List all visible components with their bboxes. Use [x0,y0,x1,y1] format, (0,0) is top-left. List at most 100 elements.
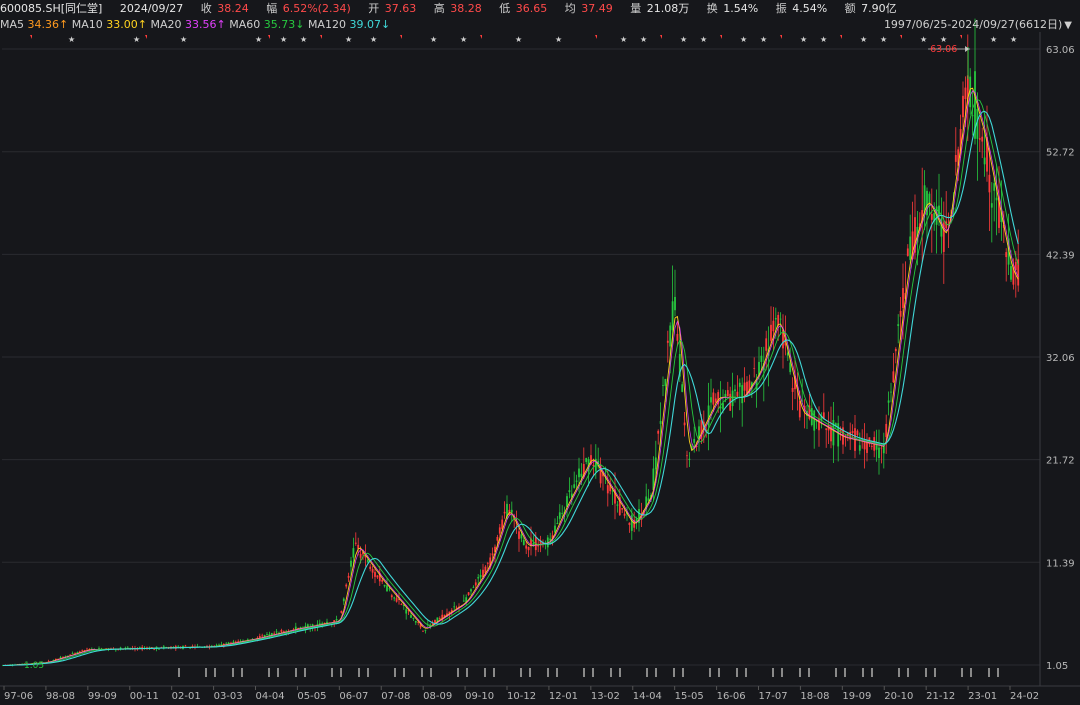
candle-body [71,653,74,654]
candle-body [813,410,816,431]
event-star: ★ [920,35,927,44]
ex-rights-marker [268,668,270,677]
ex-rights-marker [736,668,738,677]
candle-body [974,71,976,139]
candle-body [170,646,172,648]
x-tick-label: 19-09 [842,691,871,702]
candle-body [486,562,489,564]
event-star: ★ [460,35,467,44]
ex-rights-marker [871,668,873,677]
candle-body [602,472,604,477]
candle-body [395,598,398,602]
candle-body [731,390,734,407]
event-tick [595,35,597,39]
candle-body [359,554,362,558]
ma-legend[interactable]: MA5 34.36↑ MA10 33.00↑ MA20 33.56↑ MA60 … [0,17,900,32]
candle-body [278,632,280,634]
candle-body [947,223,950,225]
candle-body [669,325,672,347]
candle-body [894,348,897,352]
candle-body [976,108,979,139]
event-tick [145,35,147,39]
candle-body [738,382,741,387]
stock-code[interactable]: 600085.SH[同仁堂] [0,2,103,15]
candle-body [971,115,974,117]
candle-body [400,604,403,606]
turn-value: 1.54% [723,2,759,15]
ex-rights-marker [583,668,585,677]
candle-body [753,368,756,369]
candle-body [498,527,501,534]
event-star: ★ [515,35,522,44]
candle-body [477,577,480,579]
candle-body [407,610,410,612]
candle-body [909,236,912,260]
candle-body [628,522,631,525]
candle-body [419,624,422,628]
event-star: ★ [133,35,140,44]
candle-body [719,406,722,409]
ma120-line [2,110,1019,667]
event-tick [660,35,662,39]
quote-date: 2024/09/27 [119,2,184,15]
candle-body [225,643,228,645]
candle-body [782,329,784,349]
candle-body [592,464,595,467]
candle-body [666,340,669,343]
candle-body [998,198,1000,228]
candle-body [162,646,165,648]
ex-rights-marker [907,668,909,677]
candle-body [64,656,67,658]
candle-body [582,463,585,478]
ex-rights-marker [799,668,801,677]
x-tick-label: 18-08 [800,691,829,702]
candle-body [578,468,580,478]
candle-body [892,371,895,383]
candle-body [518,531,520,539]
candle-body [383,584,386,587]
ex-rights-marker [178,668,180,677]
candle-body [1000,211,1003,223]
candle-body [846,433,849,436]
candle-body [184,645,187,647]
candle-body [266,634,268,635]
x-tick-label: 09-10 [465,691,494,702]
candle-body [724,393,727,398]
high-label: 高 [433,2,445,15]
x-tick-label: 21-12 [926,691,955,702]
candle-body [899,310,902,317]
candle-body [362,551,364,555]
candle-body [282,631,285,633]
ma120-label: MA120 [307,18,346,31]
vol-label: 量 [630,2,642,15]
low-label: 低 [499,2,511,15]
candle-body [880,447,883,449]
close-label: 收 [200,2,212,15]
candle-body [743,382,746,391]
candle-body [808,405,811,419]
candle-body [1014,261,1017,271]
x-tick-label: 07-08 [381,691,410,702]
candle-body [510,509,513,513]
date-range-selector[interactable]: 1997/06/25-2024/09/27(6612日) ▼ [884,17,1072,32]
ex-rights-marker [844,668,846,677]
open-label: 开 [368,2,380,15]
max-pointer-arrow [965,46,970,52]
candle-body [966,75,969,104]
candle-body [957,149,960,166]
candle-body [393,597,396,599]
event-star: ★ [555,35,562,44]
candle-body [590,455,592,465]
candle-body [959,129,962,151]
candle-body [611,490,614,492]
x-tick-label: 97-06 [4,691,33,702]
ex-rights-marker [529,668,531,677]
candle-body [261,635,264,637]
dropdown-triangle-icon[interactable]: ▼ [1064,20,1072,31]
ex-rights-marker [556,668,558,677]
candle-body [273,633,276,635]
candle-body [681,384,684,392]
candle-body [863,440,866,450]
ex-rights-marker [466,668,468,677]
